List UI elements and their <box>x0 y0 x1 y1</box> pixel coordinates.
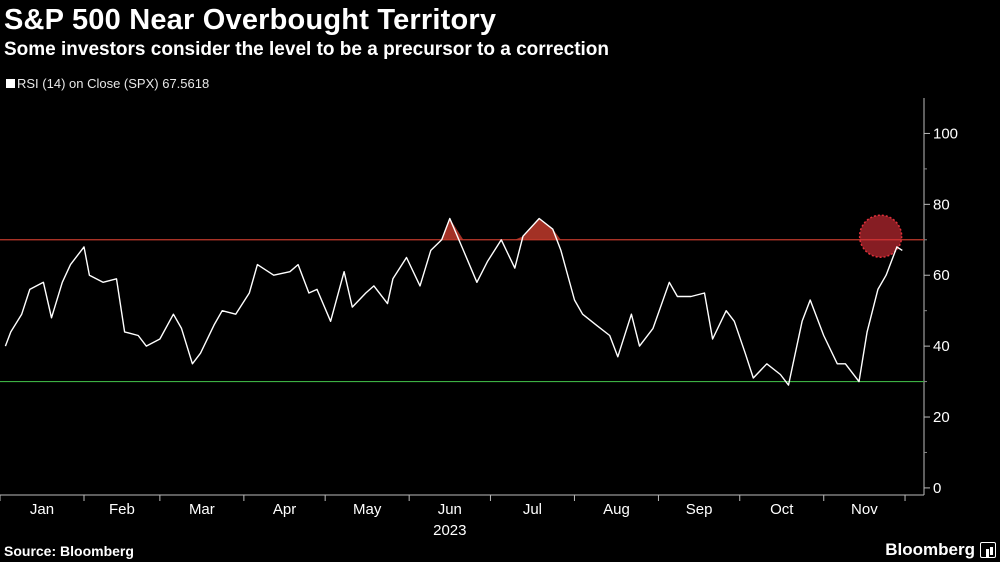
rsi-series-line <box>4 217 903 386</box>
legend-swatch <box>6 79 15 88</box>
highlight-circle <box>859 215 902 258</box>
x-tick-label-jun: Jun <box>438 501 462 518</box>
y-tick-label-100: 100 <box>933 125 958 142</box>
x-tick-label-oct: Oct <box>770 501 794 518</box>
x-tick-label-nov: Nov <box>851 501 878 518</box>
source-note: Source: Bloomberg <box>4 543 134 559</box>
chart-title: S&P 500 Near Overbought Territory <box>4 4 497 36</box>
x-year-label: 2023 <box>433 522 466 539</box>
x-tick-label-mar: Mar <box>189 501 215 518</box>
chart-subtitle: Some investors consider the level to be … <box>4 39 610 60</box>
y-tick-label-20: 20 <box>933 409 950 426</box>
legend-label: RSI (14) on Close (SPX) 67.5618 <box>17 76 210 91</box>
x-tick-label-jul: Jul <box>523 501 542 518</box>
y-tick-label-60: 60 <box>933 267 950 284</box>
y-tick-label-80: 80 <box>933 196 950 213</box>
brand-name: Bloomberg <box>885 540 975 559</box>
y-tick-label-0: 0 <box>933 480 941 497</box>
legend: RSI (14) on Close (SPX) 67.5618 <box>6 76 209 91</box>
overbought-fill <box>441 218 561 240</box>
y-tick-label-40: 40 <box>933 338 950 355</box>
x-tick-label-sep: Sep <box>686 501 713 518</box>
x-tick-label-apr: Apr <box>273 501 296 518</box>
brand-logo: Bloomberg <box>885 540 996 560</box>
x-tick-label-aug: Aug <box>603 501 630 518</box>
highlight-circle-outline <box>858 214 903 258</box>
x-tick-label-feb: Feb <box>109 501 135 518</box>
x-tick-label-may: May <box>353 501 382 518</box>
bloomberg-chart-icon <box>980 542 996 558</box>
x-tick-label-jan: Jan <box>30 501 54 518</box>
